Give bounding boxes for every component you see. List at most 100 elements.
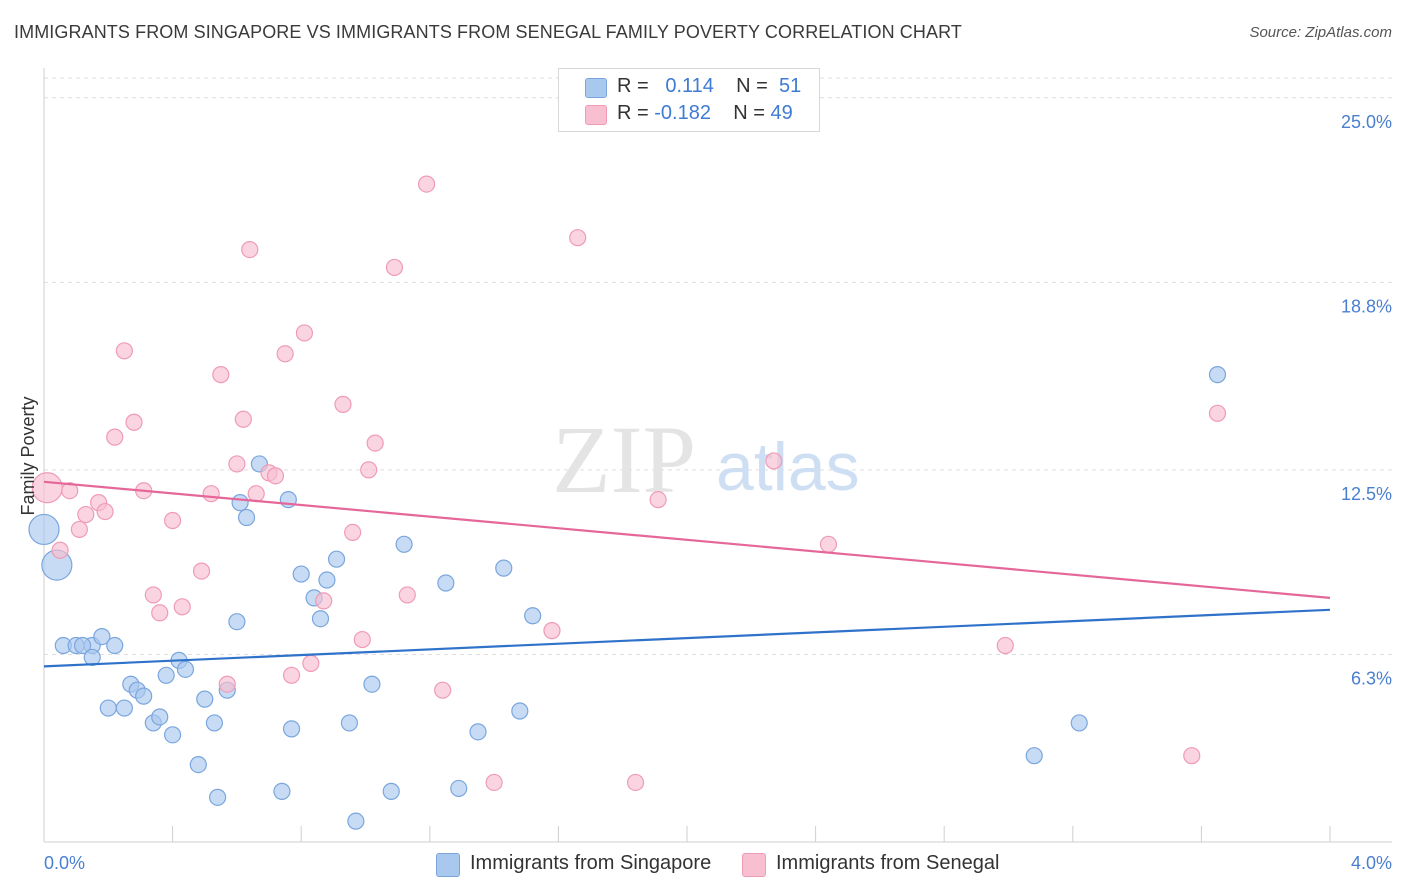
point-senegal-15 xyxy=(192,562,211,580)
point-singapore-13 xyxy=(135,687,153,705)
legend-r-senegal: -0.182 xyxy=(654,102,711,124)
point-singapore-20 xyxy=(189,755,207,774)
point-singapore-17 xyxy=(164,726,182,744)
point-singapore-9 xyxy=(99,699,117,717)
point-singapore-34 xyxy=(311,610,330,628)
x-tick-label-0: 0.0% xyxy=(44,853,85,873)
trend-layer xyxy=(43,480,1331,668)
point-senegal-30 xyxy=(334,395,352,413)
point-singapore-29 xyxy=(273,782,291,800)
point-singapore-7 xyxy=(106,636,124,655)
grid-layer xyxy=(44,77,1392,655)
point-singapore-35 xyxy=(318,571,336,589)
point-senegal-20 xyxy=(234,410,252,428)
point-senegal-38 xyxy=(434,681,452,699)
legend-text-senegal: R = -0.182 N = 49 xyxy=(617,102,793,124)
point-senegal-18 xyxy=(218,675,236,693)
trend-line-senegal xyxy=(43,480,1331,599)
points-layer xyxy=(28,175,1227,830)
point-singapore-15 xyxy=(151,708,169,726)
watermark: ZIP atlas xyxy=(552,406,860,513)
point-singapore-16 xyxy=(157,666,175,684)
point-singapore-22 xyxy=(205,714,223,732)
point-senegal-42 xyxy=(626,773,645,792)
point-senegal-44 xyxy=(765,452,783,470)
point-senegal-37 xyxy=(417,175,436,193)
point-senegal-40 xyxy=(543,622,561,640)
point-singapore-21 xyxy=(196,690,214,708)
point-singapore-25 xyxy=(228,613,246,631)
point-singapore-6 xyxy=(93,627,111,646)
point-senegal-1 xyxy=(51,541,69,559)
point-senegal-36 xyxy=(398,586,416,604)
point-senegal-13 xyxy=(164,511,182,530)
point-senegal-26 xyxy=(282,666,301,684)
series-name-singapore: Immigrants from Singapore xyxy=(470,852,712,874)
axis-layer xyxy=(43,68,1392,843)
point-senegal-17 xyxy=(212,366,230,384)
point-singapore-42 xyxy=(437,574,455,592)
point-senegal-16 xyxy=(202,485,220,503)
point-singapore-40 xyxy=(382,782,400,800)
point-senegal-3 xyxy=(70,520,88,539)
point-singapore-8 xyxy=(83,648,101,667)
series-name-senegal: Immigrants from Senegal xyxy=(776,852,1000,874)
y-tick-label-3: 25.0% xyxy=(1341,112,1392,132)
legend-swatch-singapore xyxy=(585,78,607,98)
point-senegal-48 xyxy=(1208,404,1227,422)
series-legend: Immigrants from Singapore Immigrants fro… xyxy=(0,852,1406,878)
point-senegal-7 xyxy=(106,428,124,446)
source-label: Source: ZipAtlas.com xyxy=(1249,24,1392,41)
watermark-atlas: atlas xyxy=(716,429,860,505)
point-singapore-39 xyxy=(363,675,381,693)
point-senegal-19 xyxy=(228,455,246,473)
point-senegal-46 xyxy=(996,636,1014,655)
series-swatch-senegal xyxy=(742,853,766,877)
point-singapore-38 xyxy=(347,812,365,830)
point-senegal-27 xyxy=(295,324,314,342)
point-senegal-47 xyxy=(1183,747,1201,765)
point-senegal-33 xyxy=(360,461,378,479)
point-senegal-31 xyxy=(344,523,362,542)
point-singapore-41 xyxy=(395,535,413,553)
point-singapore-31 xyxy=(282,720,301,738)
point-senegal-22 xyxy=(247,485,265,503)
point-senegal-2 xyxy=(61,482,79,500)
point-singapore-43 xyxy=(450,779,468,798)
point-singapore-10 xyxy=(115,699,133,717)
legend-swatch-senegal xyxy=(585,105,607,125)
watermark-zip: ZIP xyxy=(552,406,696,513)
point-singapore-36 xyxy=(327,550,346,568)
y-tick-label-2: 18.8% xyxy=(1341,296,1392,316)
point-senegal-35 xyxy=(385,258,404,277)
legend-n-senegal: 49 xyxy=(770,102,793,124)
point-singapore-26 xyxy=(231,494,249,512)
y-tick-label-0: 6.3% xyxy=(1351,668,1392,688)
point-senegal-45 xyxy=(819,535,838,553)
correlation-legend: R = 0.114 N = 51 R = -0.182 N = 49 xyxy=(558,68,820,132)
point-senegal-41 xyxy=(569,229,587,247)
point-singapore-46 xyxy=(511,702,529,720)
tick-layer: Family Poverty 0.0% 4.0% 6.3% 12.5% 18.8% 2… xyxy=(18,112,1392,873)
chart-title: IMMIGRANTS FROM SINGAPORE VS IMMIGRANTS … xyxy=(14,22,962,42)
point-senegal-14 xyxy=(173,598,191,616)
trend-line-singapore xyxy=(43,608,1331,668)
point-singapore-37 xyxy=(340,714,359,732)
point-senegal-43 xyxy=(649,491,667,509)
y-tick-label-1: 12.5% xyxy=(1341,484,1392,504)
point-senegal-21 xyxy=(241,240,259,259)
point-senegal-32 xyxy=(353,630,371,649)
point-singapore-47 xyxy=(524,607,542,625)
x-tick-label-1: 4.0% xyxy=(1351,853,1392,873)
point-senegal-9 xyxy=(125,413,143,431)
point-senegal-12 xyxy=(151,604,169,622)
point-singapore-19 xyxy=(176,660,195,678)
point-singapore-45 xyxy=(495,559,513,577)
y-axis-label: Family Poverty xyxy=(18,396,38,515)
point-senegal-24 xyxy=(266,467,285,485)
series-swatch-singapore xyxy=(436,853,460,877)
point-singapore-49 xyxy=(1070,714,1088,732)
point-senegal-11 xyxy=(144,586,162,604)
point-singapore-48 xyxy=(1025,747,1043,765)
